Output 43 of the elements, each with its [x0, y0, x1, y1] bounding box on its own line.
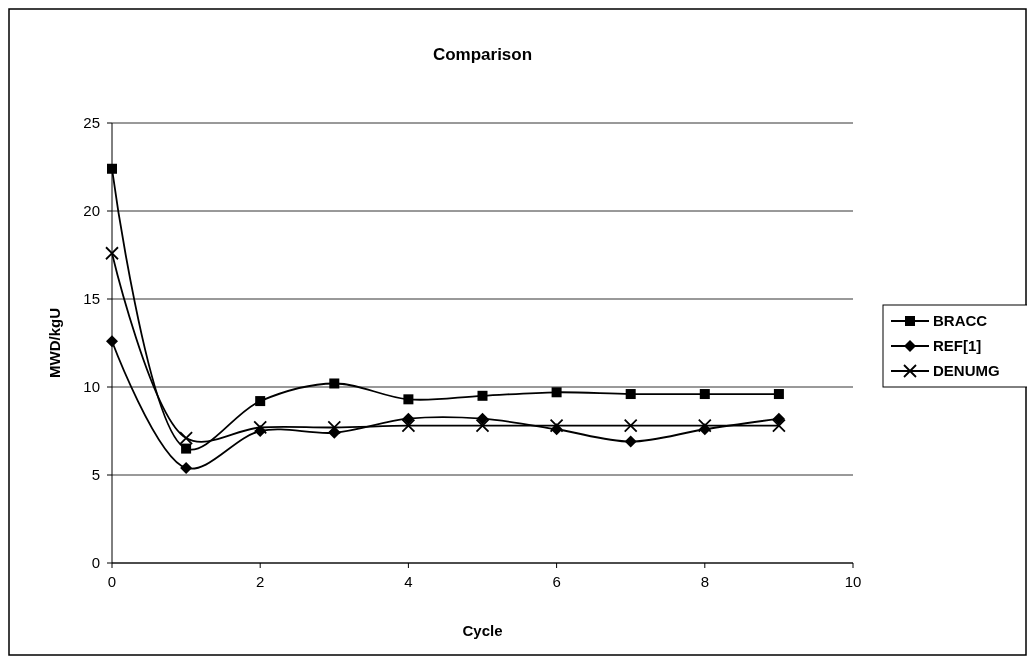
point	[401, 418, 416, 433]
point	[402, 412, 415, 425]
point	[549, 418, 564, 433]
point	[623, 418, 638, 433]
y-tick-label: 15	[83, 290, 100, 308]
x-tick-label: 4	[404, 573, 413, 590]
point	[105, 246, 119, 261]
point	[625, 389, 636, 400]
x-tick-label: 8	[700, 573, 709, 590]
x-tick-label: 6	[552, 573, 561, 590]
legend-label: REF[1]	[933, 337, 982, 355]
legend-label: BRACC	[933, 312, 988, 330]
y-tick-label: 25	[83, 114, 100, 132]
point	[179, 431, 193, 445]
point	[551, 387, 562, 398]
point	[477, 390, 488, 401]
chart-title: Comparison	[432, 45, 533, 64]
point	[697, 418, 712, 433]
point	[772, 412, 785, 425]
point	[181, 443, 192, 454]
y-tick-label: 20	[83, 202, 100, 220]
x-tick-label: 0	[107, 573, 117, 590]
point	[773, 389, 784, 400]
legend-label: DENUMG	[933, 362, 1000, 380]
point	[624, 435, 637, 448]
point	[255, 396, 266, 407]
y-tick-label: 0	[91, 554, 100, 572]
y-axis-title: MWD/kgU	[46, 308, 63, 378]
x-tick-label: 2	[256, 573, 265, 590]
x-axis-title: Cycle	[462, 622, 503, 639]
point	[403, 394, 414, 405]
point	[772, 418, 786, 433]
point	[180, 461, 193, 474]
x-tick-label: 10	[844, 573, 862, 590]
point	[329, 378, 340, 389]
point	[475, 418, 490, 433]
point	[699, 389, 710, 400]
point	[327, 420, 342, 435]
point	[107, 163, 117, 174]
point	[106, 335, 118, 348]
y-tick-label: 10	[83, 378, 100, 396]
point	[253, 420, 268, 435]
y-tick-label: 5	[91, 466, 100, 484]
